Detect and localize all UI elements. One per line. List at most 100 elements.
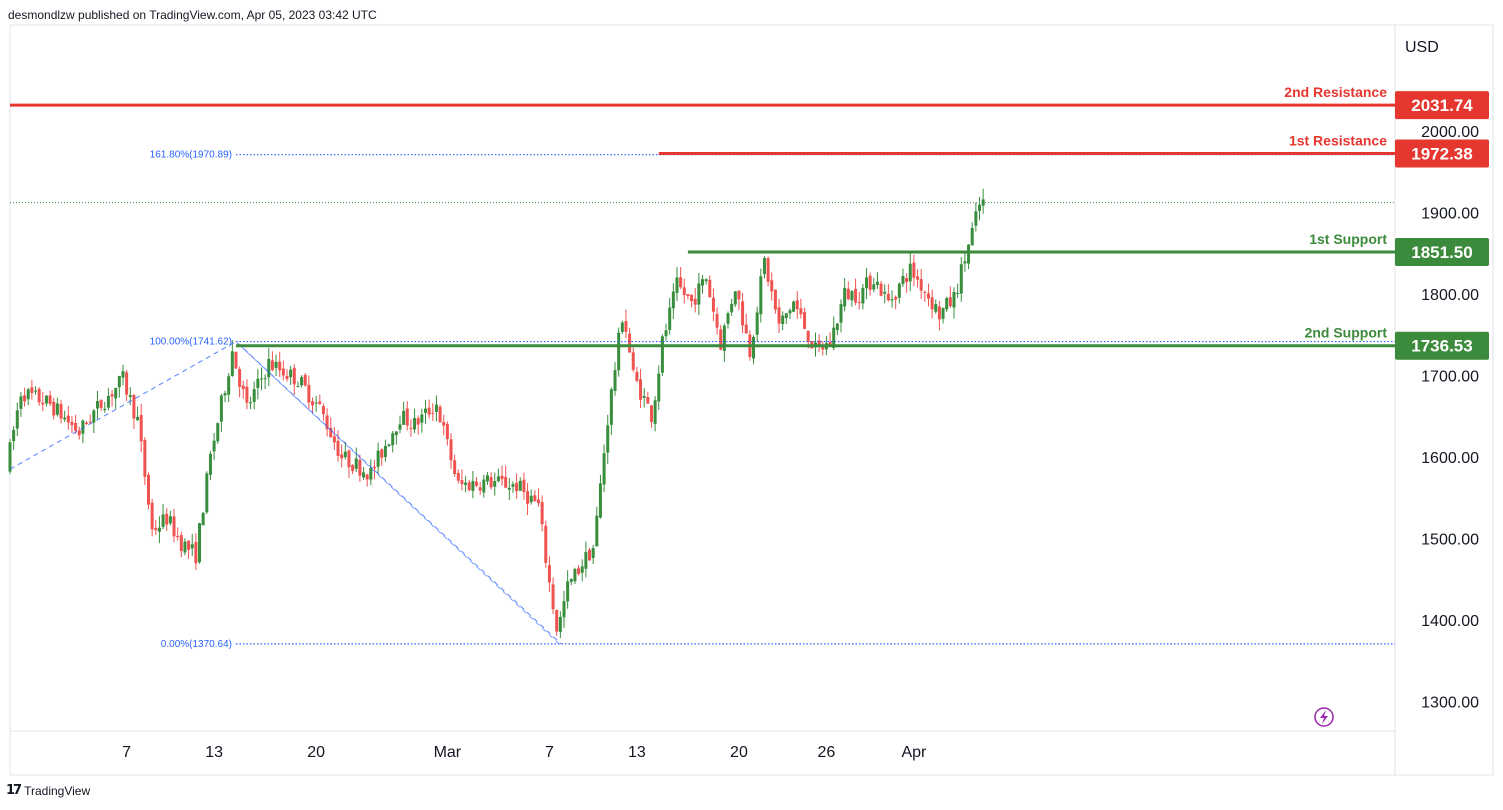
candle-body: [693, 298, 697, 305]
candle-body: [201, 512, 205, 526]
price-tick-label: 1300.00: [1421, 694, 1479, 711]
candle-body: [686, 294, 690, 297]
candle-body: [741, 301, 745, 326]
candle-body: [555, 610, 559, 632]
price-tick-label: 1500.00: [1421, 531, 1479, 548]
tradingview-logo[interactable]: 17 TradingView: [6, 783, 90, 798]
price-badge-label: 1972.38: [1411, 144, 1472, 163]
candle-body: [460, 480, 464, 485]
candle-body: [420, 414, 424, 423]
candle-body: [850, 291, 854, 301]
candle-body: [241, 385, 245, 390]
candle-body: [806, 330, 810, 342]
candle-body: [343, 451, 347, 458]
candle-body: [635, 371, 639, 381]
candle-body: [234, 351, 238, 369]
candle-body: [679, 277, 683, 288]
price-badge-label: 2031.74: [1411, 96, 1473, 115]
candle-body: [908, 263, 912, 282]
candle-body: [55, 403, 59, 415]
candle-body: [147, 474, 150, 505]
fib-trend-line: [9, 340, 562, 645]
lightning-circle: [1314, 707, 1334, 727]
candle-body: [416, 418, 420, 425]
candle-body: [511, 484, 515, 487]
candle-body: [886, 293, 890, 301]
candle-body: [99, 399, 103, 409]
candle-body: [467, 482, 471, 491]
candle-body: [230, 351, 234, 376]
candle-body: [347, 450, 351, 468]
candle-body: [865, 277, 869, 289]
candle-body: [259, 378, 263, 380]
candle-body: [117, 376, 121, 388]
candle-body: [496, 476, 500, 482]
candle-body: [391, 433, 395, 446]
candle-body: [704, 279, 708, 282]
candle-body: [784, 313, 788, 319]
candle-body: [267, 358, 271, 378]
fib-trend-line-secondary: [239, 345, 560, 645]
candle-body: [205, 473, 209, 513]
candle-body: [394, 431, 398, 436]
candle-body: [77, 430, 81, 436]
candle-body: [442, 422, 446, 426]
candle-body: [897, 283, 901, 298]
candle-body: [114, 387, 118, 399]
candle-body: [773, 289, 777, 310]
candle-body: [289, 369, 293, 378]
candle-body: [945, 298, 949, 310]
candle-body: [187, 540, 191, 550]
candle-body: [653, 400, 657, 424]
candle-body: [278, 361, 282, 371]
price-badge: [1395, 139, 1489, 168]
candle-body: [427, 407, 431, 415]
candle-body: [711, 297, 715, 312]
candle-body: [883, 291, 887, 294]
candle-body: [573, 569, 577, 582]
price-axis[interactable]: USD 1300.00 1400.00 1500.00 1600.00 1700.00 18…: [1405, 39, 1479, 711]
level-name: 1st Support: [1309, 231, 1387, 247]
candle-body: [194, 542, 198, 564]
candle-body: [95, 401, 99, 409]
candle-body: [547, 565, 551, 583]
candle-body: [558, 616, 562, 632]
candle-body: [471, 481, 475, 491]
candle-body: [970, 227, 974, 246]
candle-body: [781, 315, 785, 325]
candle-body: [649, 405, 653, 423]
time-axis[interactable]: 7 13 20 Mar 7 13 20 26 Apr: [122, 744, 927, 761]
candle-body: [245, 386, 249, 403]
candle-body: [165, 513, 169, 525]
candle-body: [518, 480, 522, 491]
candle-body: [762, 257, 766, 275]
candle-body: [190, 544, 194, 549]
candle-body: [828, 342, 832, 346]
candle-body: [792, 301, 796, 312]
candle-body: [861, 287, 865, 304]
candle-body: [81, 420, 85, 434]
candle-body: [372, 466, 376, 469]
candle-body: [701, 279, 704, 286]
candle-body: [959, 264, 963, 294]
candle-body: [223, 393, 227, 396]
lightning-icon[interactable]: [1314, 707, 1334, 727]
level-name: 2nd Support: [1305, 325, 1388, 341]
candle-body: [675, 277, 679, 293]
candle-body: [66, 415, 70, 423]
candle-body: [697, 283, 701, 305]
candle-body: [150, 502, 154, 530]
candle-body: [660, 336, 664, 373]
candle-body: [453, 460, 457, 474]
candle-body: [30, 387, 34, 393]
fib-level-label: 0.00%(1370.64): [161, 639, 232, 650]
candle-body: [606, 425, 610, 453]
lightning-bolt: [1320, 710, 1328, 724]
candle-body: [580, 566, 584, 573]
candle-body: [952, 292, 956, 308]
candle-body: [646, 397, 650, 404]
candle-body: [44, 395, 48, 404]
candle-body: [456, 472, 460, 481]
candle-body: [981, 199, 985, 206]
candle-body: [868, 275, 872, 290]
